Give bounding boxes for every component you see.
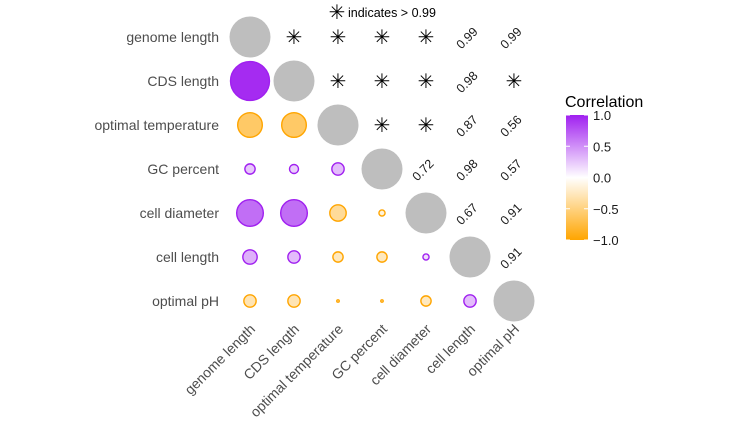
correlation-circle-optimal-ph-cell-diameter: [420, 295, 432, 307]
correlation-circle-cell-length-cell-diameter: [422, 253, 430, 261]
value-label-genome-length-optimal-ph: 0.99: [498, 25, 525, 52]
diagonal-circle-cds-length-cds-length: [273, 60, 315, 102]
legend-tick-label: 0.5: [593, 139, 611, 154]
significance-star-genome-length-gc-percent: ✳: [374, 27, 391, 49]
row-label-optimal-temperature: optimal temperature: [94, 117, 219, 133]
row-label-gc-percent: GC percent: [147, 161, 219, 177]
correlation-circle-optimal-ph-genome-length: [243, 294, 257, 308]
correlation-circle-cell-length-optimal-temperature: [332, 251, 344, 263]
correlation-circle-cell-length-cds-length: [287, 250, 301, 264]
diagonal-circle-gc-percent-gc-percent: [361, 148, 403, 190]
legend-tick-label: −0.5: [593, 202, 619, 217]
value-label-optimal-temperature-cell-length: 0.87: [454, 113, 481, 140]
column-label-genome-length: genome length: [181, 321, 258, 398]
diagonal-circle-genome-length-genome-length: [229, 16, 271, 58]
correlation-circle-optimal-ph-gc-percent: [380, 299, 384, 303]
significance-star-genome-length-optimal-temperature: ✳: [330, 27, 347, 49]
legend-ticks: 1.0 0.5 0.0 −0.5 −1.0: [566, 108, 619, 248]
upper-triangle-values: ✳ ✳ ✳ ✳ 0.99 0.99 ✳ ✳ ✳ 0.98 ✳ ✳ ✳ 0.87 0.56 0.72 0.98 0.…: [286, 25, 525, 272]
row-label-genome-length: genome length: [126, 29, 219, 45]
row-label-optimal-ph: optimal pH: [152, 293, 219, 309]
diagonal-circle-optimal-ph-optimal-ph: [493, 280, 535, 322]
correlation-cells: [229, 16, 535, 322]
legend-tick-label: −1.0: [593, 233, 619, 248]
correlation-circle-cell-diameter-cds-length: [279, 198, 309, 228]
significance-star-genome-length-cell-diameter: ✳: [418, 27, 435, 49]
correlation-circle-optimal-temperature-genome-length: [236, 111, 263, 138]
correlation-circle-optimal-ph-cds-length: [287, 294, 301, 308]
value-label-gc-percent-optimal-ph: 0.57: [498, 157, 525, 184]
significance-star-genome-length-cds-length: ✳: [286, 27, 303, 49]
significance-star-cds-length-optimal-ph: ✳: [506, 71, 523, 93]
row-label-cell-diameter: cell diameter: [140, 205, 220, 221]
row-label-cds-length: CDS length: [147, 73, 219, 89]
correlation-circle-cds-length-genome-length: [229, 60, 271, 102]
correlation-circle-optimal-temperature-cds-length: [281, 111, 308, 138]
correlation-circle-cell-diameter-gc-percent: [378, 209, 386, 217]
correlation-circle-optimal-ph-cell-length: [463, 294, 477, 308]
legend-color-bar: [566, 115, 588, 240]
value-label-optimal-temperature-optimal-ph: 0.56: [498, 113, 525, 140]
correlation-circle-gc-percent-cds-length: [288, 163, 300, 175]
diagonal-circle-optimal-temperature-optimal-temperature: [317, 104, 359, 146]
diagonal-circle-cell-length-cell-length: [449, 236, 491, 278]
legend-tick-label: 0.0: [593, 171, 611, 186]
value-label-cell-length-optimal-ph: 0.91: [498, 245, 525, 272]
correlation-circle-cell-length-gc-percent: [376, 251, 388, 263]
significance-star-icon: ✳: [329, 2, 346, 24]
row-labels: genome length CDS length optimal temperatu…: [94, 29, 219, 309]
value-label-cell-diameter-cell-length: 0.67: [454, 201, 481, 228]
significance-star-optimal-temperature-gc-percent: ✳: [374, 115, 391, 137]
significance-star-optimal-temperature-cell-diameter: ✳: [418, 115, 435, 137]
correlation-circle-gc-percent-genome-length: [244, 163, 256, 175]
significance-star-cds-length-cell-diameter: ✳: [418, 71, 435, 93]
legend-title: Correlation: [565, 94, 643, 111]
value-label-cds-length-cell-length: 0.98: [454, 69, 481, 96]
value-label-cell-diameter-optimal-ph: 0.91: [498, 201, 525, 228]
correlation-circle-gc-percent-optimal-temperature: [331, 162, 345, 176]
correlation-circle-cell-length-genome-length: [242, 249, 258, 265]
diagonal-circle-cell-diameter-cell-diameter: [405, 192, 447, 234]
significance-star-cds-length-optimal-temperature: ✳: [330, 71, 347, 93]
value-label-gc-percent-cell-diameter: 0.72: [410, 157, 437, 184]
significance-note-text: indicates > 0.99: [348, 6, 436, 20]
legend-tick-label: 1.0: [593, 108, 611, 123]
significance-star-cds-length-gc-percent: ✳: [374, 71, 391, 93]
row-label-cell-length: cell length: [156, 249, 219, 265]
correlation-circle-cell-diameter-genome-length: [235, 198, 265, 228]
significance-note: ✳ indicates > 0.99: [329, 2, 436, 24]
value-label-genome-length-cell-length: 0.99: [454, 25, 481, 52]
value-label-gc-percent-cell-length: 0.98: [454, 157, 481, 184]
correlation-circle-cell-diameter-optimal-temperature: [329, 204, 347, 222]
color-legend: Correlation 1.0 0.5 0.0 −0.5 −1.0: [565, 94, 643, 248]
correlation-circle-optimal-ph-optimal-temperature: [336, 299, 340, 303]
